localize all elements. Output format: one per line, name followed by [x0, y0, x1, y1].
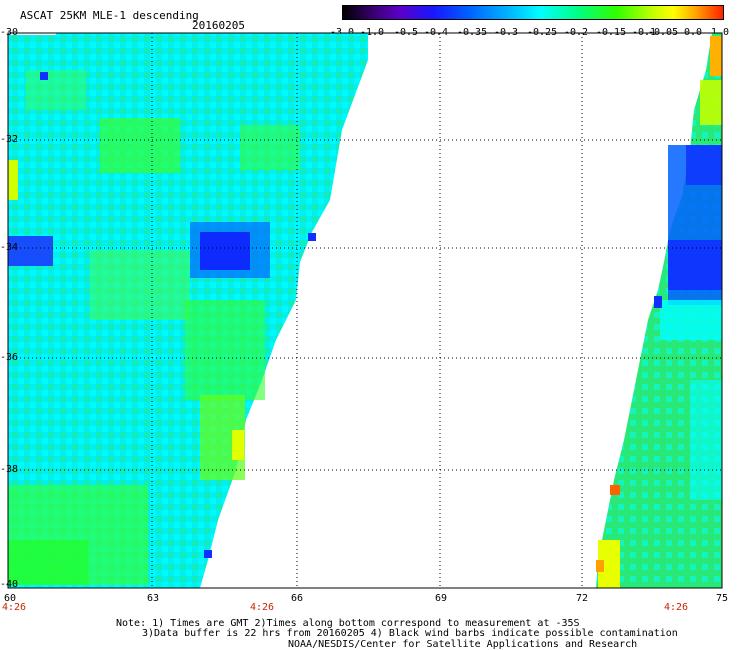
data-patch [308, 233, 316, 241]
data-patch [26, 70, 86, 110]
data-patch [40, 72, 48, 80]
right-swath [596, 33, 722, 588]
data-patch [200, 232, 250, 270]
data-patch [686, 145, 722, 185]
lon-label: 60 [4, 593, 17, 604]
data-patch [660, 300, 722, 340]
time-label: 4:26 [664, 602, 689, 613]
data-patch [610, 485, 620, 495]
lat-label: -30 [0, 27, 19, 38]
data-patch [100, 118, 180, 173]
data-patch [654, 296, 662, 308]
colorbar [342, 5, 724, 20]
left-swath [8, 33, 368, 588]
time-label: 4:26 [2, 602, 27, 613]
data-patch [232, 430, 244, 460]
data-patch [8, 540, 88, 585]
lat-label: -32 [0, 134, 19, 145]
data-patch [8, 236, 53, 266]
data-patch [185, 300, 265, 400]
product-date: 20160205 [192, 19, 245, 32]
lon-label: 69 [435, 593, 448, 604]
data-patch [700, 80, 722, 125]
note-line-2: 3)Data buffer is 22 hrs from 20160205 4)… [142, 628, 678, 639]
data-patch [90, 250, 190, 320]
lat-label: -38 [0, 464, 19, 475]
lat-label: -40 [0, 579, 19, 590]
time-label: 4:26 [250, 602, 275, 613]
data-patch [204, 550, 212, 558]
data-patch [690, 380, 722, 500]
data-patch [240, 125, 300, 170]
lon-label: 72 [576, 593, 589, 604]
map-frame [7, 32, 723, 589]
lon-label: 75 [716, 593, 729, 604]
note-line-1: Note: 1) Times are GMT 2)Times along bot… [116, 618, 580, 629]
lon-label: 66 [291, 593, 304, 604]
gridlines [8, 33, 722, 588]
note-line-3: NOAA/NESDIS/Center for Satellite Applica… [288, 639, 638, 650]
data-patch [8, 160, 18, 200]
data-patch [598, 540, 620, 588]
data-patch [710, 36, 722, 76]
data-patch [596, 560, 604, 572]
lat-label: -36 [0, 352, 19, 363]
lon-label: 63 [147, 593, 160, 604]
product-title: ASCAT 25KM MLE-1 descending [20, 9, 199, 22]
lat-label: -34 [0, 242, 19, 253]
